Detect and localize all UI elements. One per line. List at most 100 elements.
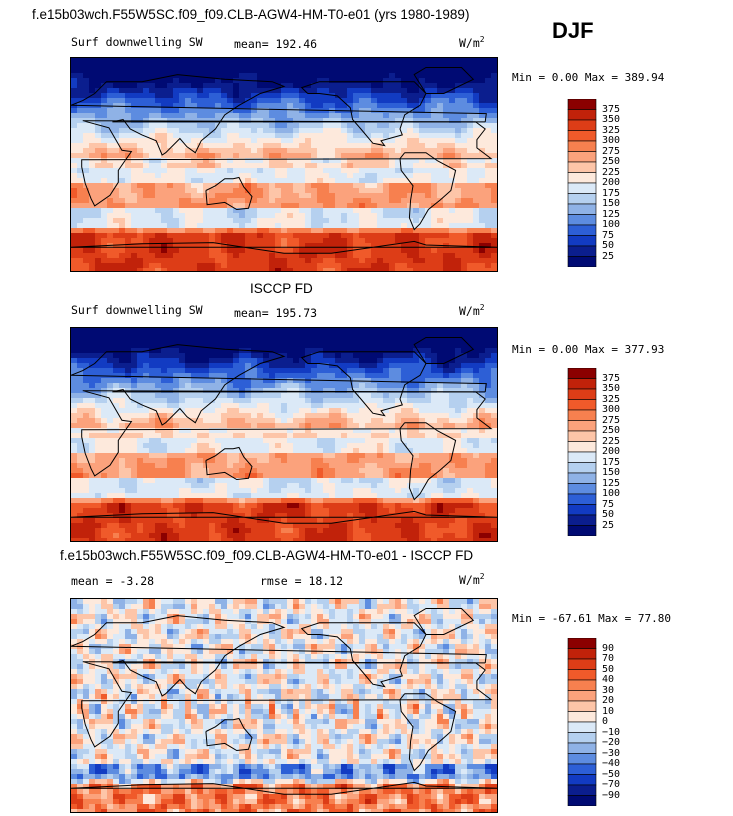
map-cell [419, 443, 426, 449]
map-cell [197, 343, 204, 349]
map-cell [233, 93, 240, 99]
map-cell [461, 138, 468, 144]
map-cell [395, 168, 402, 174]
map-cell [77, 228, 84, 234]
map-cell [485, 438, 492, 444]
map-cell [401, 83, 408, 89]
map-cell [383, 343, 390, 349]
map-cell [491, 433, 497, 439]
map-cell [179, 433, 186, 439]
map-cell [215, 448, 222, 454]
map-cell [365, 168, 372, 174]
map-cell [149, 423, 156, 429]
map-cell [239, 63, 246, 69]
map-cell [137, 338, 144, 344]
map-cell [71, 248, 78, 254]
map-cell [437, 348, 444, 354]
map-cell [101, 133, 108, 139]
map-cell [257, 208, 264, 214]
map-cell [71, 108, 78, 114]
map-cell [389, 193, 396, 199]
map-cell [203, 353, 210, 359]
map-cell [161, 438, 168, 444]
map-cell [491, 63, 497, 69]
map-cell [437, 173, 444, 179]
map-cell [167, 263, 174, 269]
map-cell [167, 138, 174, 144]
map-cell [455, 408, 462, 414]
map-cell [221, 418, 228, 424]
map-cell [329, 423, 336, 429]
map-cell [437, 83, 444, 89]
map-cell [149, 63, 156, 69]
map-cell [257, 223, 264, 229]
map-cell [239, 83, 246, 89]
map-cell [209, 58, 216, 64]
map-cell [143, 73, 150, 79]
map-cell [119, 128, 126, 134]
map-cell [443, 428, 450, 434]
map-cell [419, 248, 426, 254]
map-cell [107, 348, 114, 354]
map-cell [305, 363, 312, 369]
map-cell [239, 458, 246, 464]
map-cell [383, 138, 390, 144]
map-cell [485, 223, 492, 229]
map-cell [299, 93, 306, 99]
map-cell [317, 368, 324, 374]
map-cell [467, 373, 474, 379]
map-cell [455, 358, 462, 364]
map-cell [95, 73, 102, 79]
map-cell [347, 128, 354, 134]
map-cell [485, 443, 492, 449]
map-cell [221, 83, 228, 89]
map-cell [281, 258, 288, 264]
map-cell [257, 358, 264, 364]
map-cell [437, 403, 444, 409]
map-cell [239, 178, 246, 184]
map-cell [377, 368, 384, 374]
map-cell [155, 188, 162, 194]
map-cell [455, 153, 462, 159]
map-cell [83, 188, 90, 194]
map-cell [347, 218, 354, 224]
map-cell [371, 78, 378, 84]
map-cell [317, 458, 324, 464]
map-cell [233, 328, 240, 334]
map-cell [221, 238, 228, 244]
map-cell [317, 268, 324, 271]
map-cell [131, 268, 138, 271]
map-cell [233, 458, 240, 464]
map-cell [167, 158, 174, 164]
map-cell [449, 198, 456, 204]
map-cell [143, 358, 150, 364]
map-cell [419, 333, 426, 339]
map-cell [137, 153, 144, 159]
map-cell [365, 143, 372, 149]
map-cell [491, 368, 497, 374]
map-cell [359, 78, 366, 84]
map-cell [293, 178, 300, 184]
map-cell [347, 413, 354, 419]
map-cell [227, 423, 234, 429]
map-cell [383, 368, 390, 374]
map-cell [167, 123, 174, 129]
map-cell [149, 238, 156, 244]
map-cell [335, 398, 342, 404]
map-cell [437, 258, 444, 264]
map-cell [287, 368, 294, 374]
map-cell [209, 358, 216, 364]
map-field [71, 58, 497, 271]
map-cell [71, 118, 78, 124]
map-cell [395, 263, 402, 269]
map-cell [71, 153, 78, 159]
map-cell [341, 248, 348, 254]
map-cell [407, 328, 414, 334]
map-cell [491, 428, 497, 434]
map-cell [287, 238, 294, 244]
map-cell [185, 83, 192, 89]
map-cell [329, 103, 336, 109]
map-cell [467, 368, 474, 374]
map-cell [197, 203, 204, 209]
map-cell [89, 403, 96, 409]
